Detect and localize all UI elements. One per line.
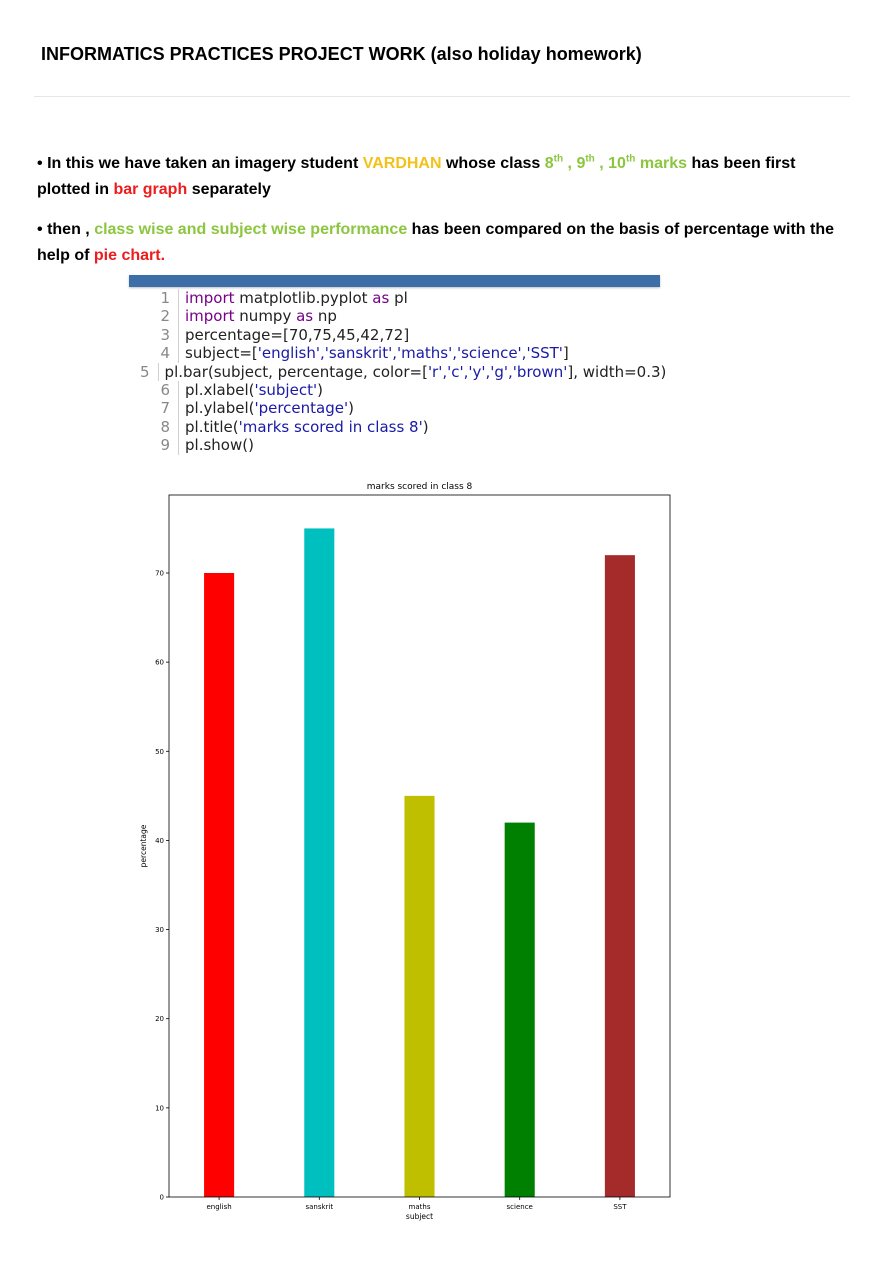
class-10: 10: [608, 155, 626, 172]
line-number: 3: [160, 325, 170, 344]
code-line: 8 pl.title('marks scored in class 8'): [140, 417, 660, 437]
code-string: 'subject': [254, 380, 318, 399]
line-number: 6: [160, 380, 170, 399]
line-number: 4: [160, 344, 170, 363]
bullet: •: [37, 221, 43, 238]
separator: ,: [599, 155, 604, 172]
bar-sanskrit: [304, 528, 335, 1197]
code-line: 3 percentage=[70,75,45,42,72]: [140, 325, 660, 345]
header-divider: [34, 96, 850, 97]
y-tick-label: 30: [155, 926, 164, 934]
code-line: 6 pl.xlabel('subject'): [140, 380, 660, 400]
code-text: ], width=0.3): [567, 362, 667, 381]
comparison-paragraph: • then , class wise and subject wise per…: [37, 217, 852, 269]
code-text: np: [313, 307, 337, 326]
code-text: pl.xlabel(: [185, 380, 255, 399]
intro-text-1: In this we have taken an imagery student: [47, 155, 359, 172]
performance-phrase: class wise and subject wise performance: [94, 221, 408, 238]
marks-word: marks: [639, 155, 688, 172]
code-text: pl: [389, 289, 408, 307]
code-text: ]: [562, 344, 569, 363]
intro-text-2: whose class: [445, 155, 541, 172]
code-line: 1 import matplotlib.pyplot as pl: [140, 289, 660, 308]
code-string: 'marks scored in class 8': [238, 417, 423, 436]
code-text: pl.bar(subject, percentage, color=[: [164, 362, 428, 381]
pie-chart-phrase: pie chart.: [93, 247, 166, 264]
code-string: 'percentage': [254, 399, 349, 418]
y-tick-label: 60: [155, 659, 164, 667]
code-string: 'r','c','y','g','brown': [427, 362, 568, 381]
page-heading: INFORMATICS PRACTICES PROJECT WORK (also…: [41, 44, 642, 64]
intro-paragraph: • In this we have taken an imagery stude…: [37, 151, 852, 203]
code-keyword: as: [296, 307, 314, 326]
code-keyword: import: [185, 307, 235, 326]
line-number: 5: [140, 362, 150, 381]
line-number: 7: [160, 399, 170, 418]
x-axis-label: subject: [406, 1212, 433, 1221]
class-8: 8: [544, 155, 554, 172]
y-tick-label: 0: [160, 1194, 164, 1202]
code-text: pl.show(): [185, 436, 254, 455]
x-tick-label: english: [207, 1203, 232, 1211]
comparison-text-1: then ,: [47, 221, 90, 238]
bar-chart: marks scored in class 8 subject percenta…: [139, 482, 671, 1221]
line-number: 2: [160, 307, 170, 326]
code-text: ): [317, 380, 323, 399]
line-number: 8: [160, 417, 170, 436]
code-text: ): [348, 399, 354, 418]
class-8-suffix: th: [553, 153, 564, 165]
x-tick-label: maths: [409, 1203, 431, 1211]
code-block: 1 import matplotlib.pyplot as pl 2 import …: [140, 289, 666, 455]
bullet: •: [37, 155, 43, 172]
comparison-text-2: has been compared on the basis of percen…: [37, 221, 834, 264]
class-9: 9: [576, 155, 586, 172]
y-tick-label: 10: [155, 1104, 164, 1112]
x-tick-label: science: [507, 1203, 533, 1211]
line-number: 9: [160, 436, 170, 455]
code-text: matplotlib.pyplot: [234, 289, 373, 307]
x-tick-label: SST: [613, 1203, 627, 1211]
y-tick-label: 70: [155, 570, 164, 578]
x-tick-label: sanskrit: [305, 1203, 333, 1211]
code-line: 5 pl.bar(subject, percentage, color=['r',…: [140, 362, 666, 381]
chart-title: marks scored in class 8: [367, 482, 473, 492]
code-line: 7 pl.ylabel('percentage'): [140, 399, 660, 418]
code-keyword: as: [372, 289, 390, 307]
plot-area: 0 10 20 30 40 50 60 70 english sanskrit maths scien…: [155, 494, 671, 1211]
bar-graph-phrase: bar graph: [113, 181, 188, 198]
y-tick-label: 40: [155, 837, 164, 845]
intro-text-4: separately: [191, 181, 271, 198]
class-10-suffix: th: [625, 153, 636, 165]
code-line: 2 import numpy as np: [140, 307, 660, 326]
code-text: numpy: [234, 307, 297, 326]
bar-english: [204, 573, 235, 1197]
code-text: subject=[: [185, 344, 258, 363]
code-line: 4 subject=['english','sanskrit','maths','…: [140, 344, 660, 363]
class-list: 8th , 9th , 10th marks: [544, 153, 688, 172]
code-keyword: import: [185, 289, 235, 307]
bar-maths: [404, 795, 435, 1197]
y-tick-label: 50: [155, 748, 164, 756]
intro-text-3: has been first plotted in: [37, 155, 796, 198]
class-9-suffix: th: [585, 153, 595, 165]
code-text: pl.ylabel(: [185, 399, 255, 418]
student-name: VARDHAN: [362, 155, 442, 172]
bar-science: [504, 822, 535, 1197]
code-text: pl.title(: [185, 417, 239, 436]
code-string: 'english','sanskrit','maths','science','…: [257, 344, 563, 363]
code-text: percentage=[70,75,45,42,72]: [185, 325, 410, 344]
bar-SST: [604, 555, 635, 1197]
code-text: ): [422, 417, 429, 436]
code-header-bar: [129, 275, 660, 287]
separator: ,: [567, 155, 572, 172]
y-axis-label: percentage: [139, 824, 148, 867]
line-number: 1: [160, 289, 170, 307]
y-tick-label: 20: [155, 1015, 164, 1023]
code-line: 9 pl.show(): [140, 436, 660, 455]
